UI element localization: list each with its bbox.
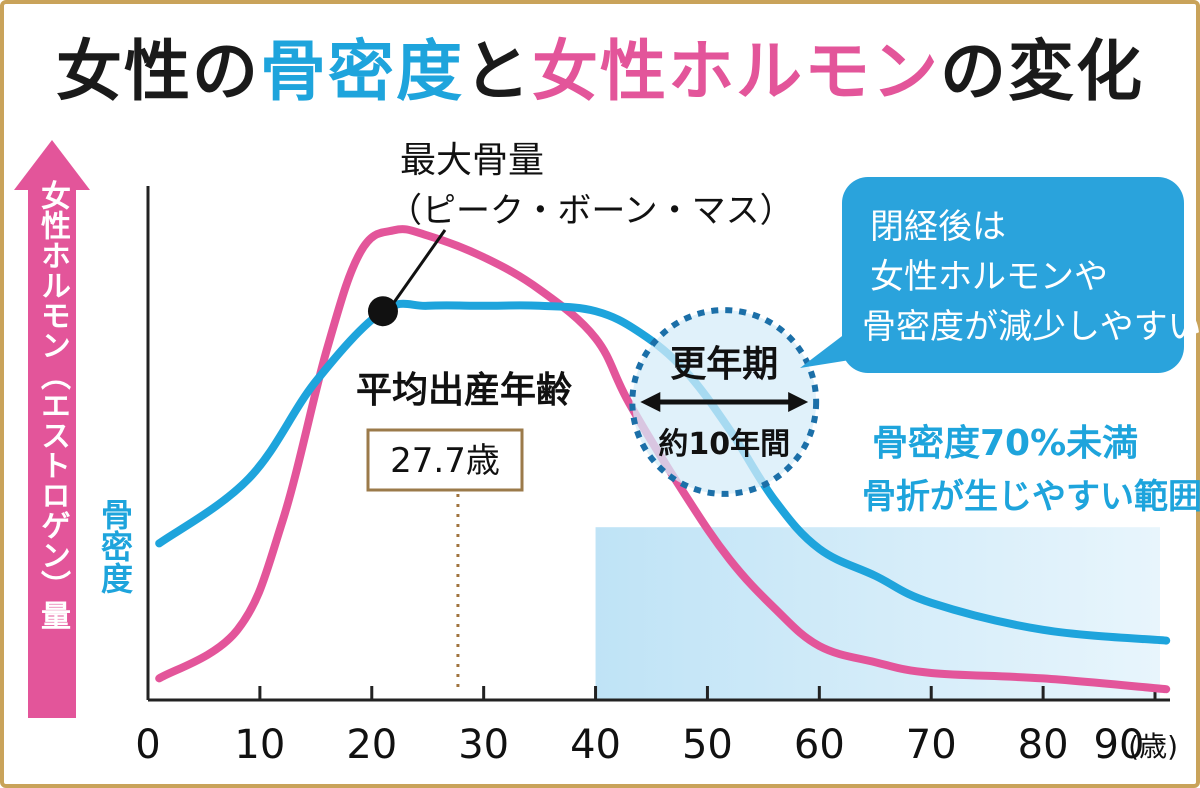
x-tick-label: 80 xyxy=(1018,722,1069,768)
callout-line-2: 女性ホルモンや xyxy=(870,257,1108,297)
hormone-axis-bar xyxy=(28,188,76,718)
title-part-3: と xyxy=(464,33,532,110)
menopause-duration: 約10年間 xyxy=(658,427,790,462)
menopause-arrowhead-left xyxy=(640,392,661,412)
birth-age-box xyxy=(366,428,524,492)
fracture-range-band xyxy=(595,527,1160,700)
fracture-label-2: 骨折が生じやすい範囲 xyxy=(862,477,1200,517)
x-tick-label: 30 xyxy=(458,722,509,768)
peak-subtitle: （ピーク・ボーン・マス） xyxy=(388,191,794,231)
callout-line-3: 骨密度が減少しやすい xyxy=(862,307,1200,347)
callout-box xyxy=(842,177,1184,373)
x-tick-label: 40 xyxy=(570,722,621,768)
x-tick-label: 50 xyxy=(682,722,733,768)
callout-bubble: 閉経後は 女性ホルモンや 骨密度が減少しやすい xyxy=(800,177,1200,373)
x-tick-label: 0 xyxy=(135,722,160,768)
hormone-axis-label: 女性ホルモン（エストロゲン）量 xyxy=(35,180,70,630)
birth-age-value: 27.7歳 xyxy=(390,441,500,481)
callout-pointer xyxy=(800,330,850,368)
x-tick-label: 70 xyxy=(906,722,957,768)
chart-title: 女性の骨密度と女性ホルモンの変化 xyxy=(0,18,1200,114)
hormone-axis-arrow xyxy=(14,140,90,718)
title-part-4: 女性ホルモン xyxy=(532,33,940,110)
peak-title: 最大骨量 xyxy=(400,140,544,181)
peak-bone-mass-marker xyxy=(367,296,398,327)
x-tick-label: 20 xyxy=(346,722,397,768)
menopause-title: 更年期 xyxy=(670,344,778,385)
title-part-5: の変化 xyxy=(940,33,1144,110)
callout-line-1: 閉経後は xyxy=(870,207,1006,247)
title-part-1: 女性の xyxy=(56,33,260,110)
x-tick-label: 60 xyxy=(794,722,845,768)
bone-density-series-line xyxy=(155,299,1171,645)
bone-axis-label: 骨密度 xyxy=(96,498,134,594)
fracture-label-1: 骨密度70%未満 xyxy=(872,422,1138,464)
x-axis-unit: (歳) xyxy=(1128,730,1178,763)
birth-age-title: 平均出産年齢 xyxy=(356,370,572,411)
x-axis-ticks: 0 10 20 30 40 50 60 70 80 90 xyxy=(135,686,1157,768)
hormone-axis-arrowhead xyxy=(14,140,90,190)
title-part-2: 骨密度 xyxy=(260,33,464,110)
menopause-arrowhead-right xyxy=(788,392,809,412)
x-tick-label: 10 xyxy=(234,722,285,768)
hormone-series-line xyxy=(155,225,1171,694)
x-tick-label: 90 xyxy=(1094,722,1145,768)
